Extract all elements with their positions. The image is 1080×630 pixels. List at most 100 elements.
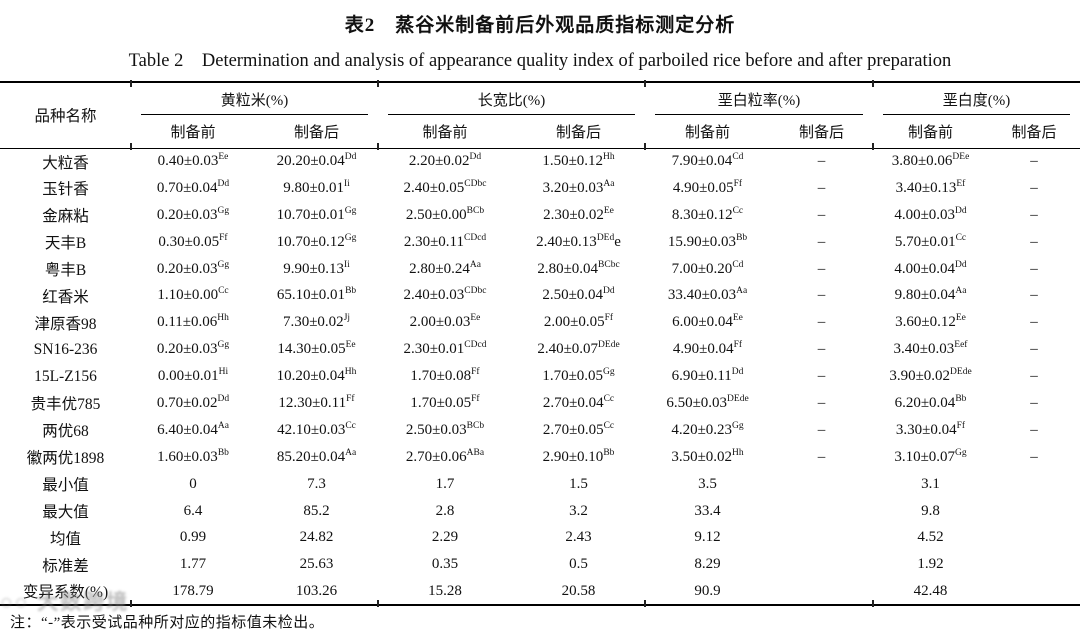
variety-cell: 大粒香	[42, 154, 89, 172]
value-cell: –	[817, 448, 826, 465]
value-cell: 1.70±0.08Ff	[410, 367, 480, 385]
value-cell: 15.90±0.03Bb	[667, 232, 748, 250]
value-cell	[770, 498, 873, 525]
table-title-english: Table 2 Determination and analysis of ap…	[128, 51, 952, 71]
value-cell: 10.20±0.04Hh	[276, 367, 357, 385]
value-cell: 0.20±0.03Gg	[156, 259, 230, 277]
column-group-header: 黄粒米(%)	[131, 82, 378, 115]
value-cell: 0.20±0.03Gg	[156, 205, 230, 223]
value-cell: 0.40±0.03Ee	[157, 152, 229, 170]
value-cell	[988, 471, 1080, 498]
value-cell: 8.29	[694, 556, 721, 573]
value-cell: 2.50±0.00BCb	[405, 205, 485, 223]
value-cell: 9.80±0.01Ii	[283, 178, 350, 196]
value-cell: 1.77	[179, 556, 207, 573]
value-cell: 0.5	[569, 556, 588, 573]
table-row: 徽两优1898 1.60±0.03Bb 85.20±0.04Aa 2.70±0.06A…	[0, 444, 1080, 471]
value-cell: 85.2	[303, 502, 330, 519]
sub-column-header: 制备前	[645, 115, 770, 149]
table-row: 15L-Z156 0.00±0.01Hi 10.20±0.04Hh 1.70±0.08…	[0, 363, 1080, 390]
value-cell: 4.90±0.04Ff	[672, 340, 743, 358]
value-cell: 7.3	[307, 475, 326, 492]
sub-column-header: 制备前	[873, 115, 988, 149]
value-cell: 4.00±0.03Dd	[894, 205, 967, 223]
value-cell: –	[1030, 341, 1038, 358]
value-cell: 3.60±0.12Ee	[895, 313, 966, 331]
variety-cell: 变异系数(%)	[22, 584, 109, 602]
value-cell: 2.8	[435, 502, 455, 519]
value-cell	[988, 524, 1080, 551]
results-table: 品种名称 黄粒米(%) 长宽比(%) 垩白粒率(%) 垩白度(%) 制备前 制备后 制备前 制备…	[0, 81, 1080, 607]
value-cell: 2.00±0.03Ee	[409, 313, 481, 331]
column-group-header: 长宽比(%)	[378, 82, 645, 115]
value-cell: –	[1030, 421, 1038, 438]
value-cell: 12.30±0.11Ff	[278, 393, 355, 411]
table-row: 标准差 1.77 25.63 0.35 0.5 8.29 1.92	[0, 551, 1080, 578]
value-cell: 42.48	[913, 582, 948, 599]
variety-cell: 金麻粘	[42, 208, 89, 226]
value-cell: 6.4	[183, 502, 203, 519]
value-cell: 2.50±0.04Dd	[542, 286, 615, 304]
rule-tick	[130, 143, 132, 150]
value-cell: 5.70±0.01Cc	[894, 232, 967, 250]
value-cell: 2.30±0.01CDcd	[403, 340, 487, 358]
table-row: 津原香98 0.11±0.06Hh 7.30±0.02Jj 2.00±0.03Ee 2.…	[0, 309, 1080, 336]
sub-column-header: 制备前	[131, 115, 255, 149]
value-cell: 4.00±0.04Dd	[894, 259, 967, 277]
value-cell: 3.10±0.07Gg	[894, 447, 967, 465]
value-cell: 3.20±0.03Aa	[542, 178, 615, 196]
value-cell: 2.90±0.10Bb	[542, 447, 615, 465]
value-cell: 20.20±0.04Dd	[276, 152, 357, 170]
value-cell: 7.90±0.04Cd	[671, 152, 744, 170]
value-cell: –	[1030, 153, 1038, 170]
variety-cell: 标准差	[42, 557, 89, 575]
value-cell: 2.50±0.03BCb	[405, 420, 485, 438]
value-cell: 20.58	[561, 582, 596, 599]
value-cell: 2.30±0.02Ee	[543, 205, 614, 223]
value-cell: 24.82	[299, 529, 334, 546]
value-cell: –	[817, 179, 826, 196]
value-cell: 2.30±0.11CDcd	[403, 232, 487, 250]
value-cell: –	[817, 287, 826, 304]
value-cell: –	[817, 368, 826, 385]
variety-cell: 玉针香	[42, 181, 89, 199]
table-row: 金麻粘 0.20±0.03Gg 10.70±0.01Gg 2.50±0.00BCb 2.…	[0, 202, 1080, 229]
rule-tick	[377, 143, 379, 150]
value-cell: 2.40±0.03CDbc	[403, 286, 487, 304]
variety-column-header: 品种名称	[0, 82, 131, 149]
rule-tick	[644, 80, 646, 87]
variety-cell: 最小值	[42, 477, 89, 495]
value-cell: –	[817, 153, 826, 170]
rule-tick	[130, 600, 132, 607]
column-group-header: 垩白度(%)	[873, 82, 1080, 115]
value-cell: 6.20±0.04Bb	[894, 393, 967, 411]
table-row: 大粒香 0.40±0.03Ee 20.20±0.04Dd 2.20±0.02Dd 1.5…	[0, 148, 1080, 175]
value-cell	[770, 578, 873, 605]
table-row: 天丰B 0.30±0.05Ff 10.70±0.12Gg 2.30±0.11CDcd 2…	[0, 229, 1080, 256]
table-row: 贵丰优785 0.70±0.02Dd 12.30±0.11Ff 1.70±0.05Ff…	[0, 390, 1080, 417]
rule-tick	[377, 80, 379, 87]
value-cell: –	[1030, 368, 1038, 385]
value-cell	[988, 578, 1080, 605]
value-cell: 1.70±0.05Ff	[410, 393, 480, 411]
value-cell: –	[1030, 448, 1038, 465]
value-cell: 0.30±0.05Ff	[158, 232, 228, 250]
value-cell: 6.00±0.04Ee	[672, 313, 743, 331]
value-cell: 65.10±0.01Bb	[276, 286, 357, 304]
table-row: 最小值 0 7.3 1.7 1.5 3.5 3.1	[0, 471, 1080, 498]
rule-tick	[130, 80, 132, 87]
value-cell: 8.30±0.12Cc	[671, 205, 744, 223]
value-cell: 2.43	[565, 529, 592, 546]
value-cell: –	[1030, 260, 1038, 277]
value-cell: 2.20±0.02Dd	[408, 152, 482, 170]
value-cell: 90.9	[694, 582, 721, 599]
value-cell: 9.8	[921, 502, 940, 519]
value-cell: 3.2	[569, 502, 588, 519]
table-title-chinese: 表2 蒸谷米制备前后外观品质指标测定分析	[344, 15, 736, 36]
value-cell: –	[817, 233, 826, 250]
value-cell: 4.52	[917, 529, 944, 546]
variety-cell: 红香米	[42, 288, 89, 306]
variety-cell: 津原香98	[34, 315, 97, 333]
value-cell: 103.26	[295, 582, 338, 599]
